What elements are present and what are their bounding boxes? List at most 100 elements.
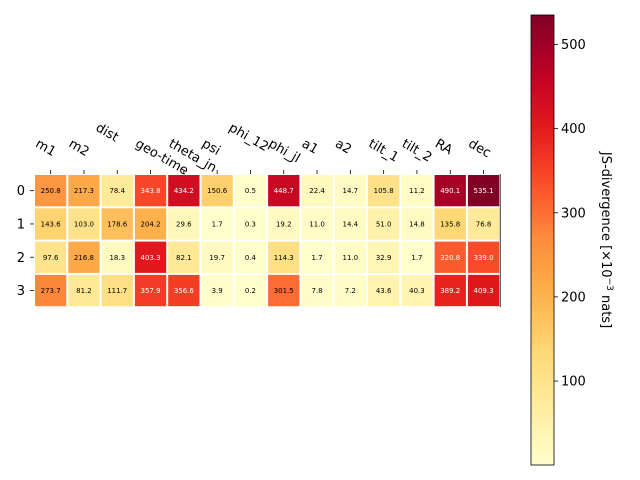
cell-value-label: 356.6 (174, 287, 195, 295)
cell-value-label: 320.8 (440, 254, 460, 262)
cell-value-label: 29.6 (176, 220, 192, 228)
heatmap-cell (301, 274, 333, 307)
cell-value-label: 11.0 (309, 220, 325, 228)
heatmap-cell (368, 208, 400, 240)
heatmap-cell (101, 241, 133, 273)
cell-value-label: 51.0 (376, 220, 392, 228)
colorbar-gradient (530, 14, 555, 466)
cell-value-label: 301.5 (274, 287, 294, 295)
heatmap-cell (201, 208, 233, 240)
heatmap-cell (168, 274, 200, 307)
cell-value-label: 339.0 (474, 254, 494, 262)
heatmap-cell (68, 208, 100, 240)
heatmap-cell (35, 274, 67, 307)
heatmap-cell (434, 241, 466, 273)
column-label: phi_12 (226, 120, 271, 155)
heatmap-cell (134, 208, 167, 240)
heatmap-cell (467, 208, 500, 240)
heatmap-cell (201, 274, 233, 307)
column-label: phi_jl (266, 136, 303, 166)
heatmap-cell (467, 241, 500, 273)
cell-value-label: 82.1 (176, 254, 192, 262)
heatmap-cell (368, 274, 400, 307)
heatmap-cell (234, 241, 267, 273)
heatmap-cell (368, 241, 400, 273)
colorbar-label-suffix: nats] (598, 291, 613, 328)
heatmap-cell (334, 208, 366, 240)
cell-value-label: 40.3 (409, 287, 425, 295)
cell-value-label: 7.8 (311, 287, 322, 295)
cell-value-label: 97.6 (43, 254, 59, 262)
heatmap-cell (35, 175, 67, 207)
heatmap-cell (401, 241, 433, 273)
heatmap-cell (268, 208, 300, 240)
cell-value-label: 11.0 (343, 254, 359, 262)
cell-value-label: 135.8 (440, 220, 460, 228)
cell-value-label: 22.4 (309, 187, 325, 195)
heatmap-cell (168, 241, 200, 273)
heatmap-cell (301, 208, 333, 240)
row-label: 0 (17, 184, 25, 199)
cell-value-label: 143.6 (41, 220, 62, 228)
row-label: 2 (17, 251, 25, 266)
row-label: 3 (17, 284, 25, 299)
cell-value-label: 409.3 (474, 287, 494, 295)
cell-value-label: 389.2 (440, 287, 460, 295)
cell-value-label: 273.7 (41, 287, 61, 295)
cell-value-label: 0.5 (245, 187, 256, 195)
colorbar-label-exponent: −3 (604, 278, 614, 291)
colorbar-tick-label: 500 (561, 38, 586, 53)
heatmap-cell (68, 274, 100, 307)
heatmap-cell (201, 241, 233, 273)
heatmap-cell (134, 274, 167, 307)
cell-value-label: 78.4 (109, 187, 125, 195)
cell-value-label: 14.7 (343, 187, 359, 195)
column-label: tilt_2 (399, 136, 434, 165)
row-labels: 0 1 2 3 (17, 184, 34, 299)
heatmap-cell (234, 175, 267, 207)
heatmap-cell (268, 274, 300, 307)
colorbar-tick-label: 300 (561, 206, 586, 221)
cell-value-label: 14.8 (409, 220, 425, 228)
cell-value-label: 403.3 (141, 254, 161, 262)
column-label: m2 (66, 136, 92, 159)
cell-value-label: 81.2 (76, 287, 92, 295)
heatmap-cell (101, 274, 133, 307)
heatmap-cell (35, 208, 67, 240)
heatmap-cell (401, 208, 433, 240)
heatmap-cell (134, 175, 167, 207)
heatmap-cell (168, 175, 200, 207)
column-label: m1 (33, 136, 59, 159)
cell-value-label: 3.9 (212, 287, 223, 295)
cell-value-label: 343.8 (141, 187, 161, 195)
heatmap-cell (234, 274, 267, 307)
heatmap-cell (101, 208, 133, 240)
heatmap-cells: 250.8 217.3 78.4 343.8 434.2 150.6 0.5 448.7 22.… (35, 174, 501, 308)
cell-value-label: 0.4 (245, 254, 257, 262)
column-label: a2 (332, 136, 354, 157)
cell-value-label: 217.3 (74, 187, 94, 195)
heatmap-cell (35, 241, 67, 273)
cell-value-label: 43.6 (376, 287, 392, 295)
column-label: RA (432, 136, 455, 158)
heatmap-cell (301, 241, 333, 273)
cell-value-label: 448.7 (274, 187, 294, 195)
cell-value-label: 204.2 (141, 220, 161, 228)
heatmap-cell (101, 175, 133, 207)
heatmap-cell (467, 274, 500, 307)
cell-value-label: 111.7 (107, 287, 127, 295)
cell-value-label: 1.7 (411, 254, 422, 262)
colorbar-tick-label: 100 (561, 375, 586, 390)
heatmap-cell (434, 274, 466, 307)
cell-value-label: 535.1 (474, 187, 494, 195)
cell-value-label: 1.7 (212, 220, 223, 228)
heatmap-cell (68, 241, 100, 273)
cell-value-label: 105.8 (374, 187, 394, 195)
cell-value-label: 18.3 (109, 254, 125, 262)
heatmap-cell (134, 241, 167, 273)
heatmap-cell (201, 175, 233, 207)
cell-value-label: 76.8 (476, 220, 492, 228)
heatmap-cell (434, 175, 466, 207)
cell-value-label: 19.7 (209, 254, 225, 262)
